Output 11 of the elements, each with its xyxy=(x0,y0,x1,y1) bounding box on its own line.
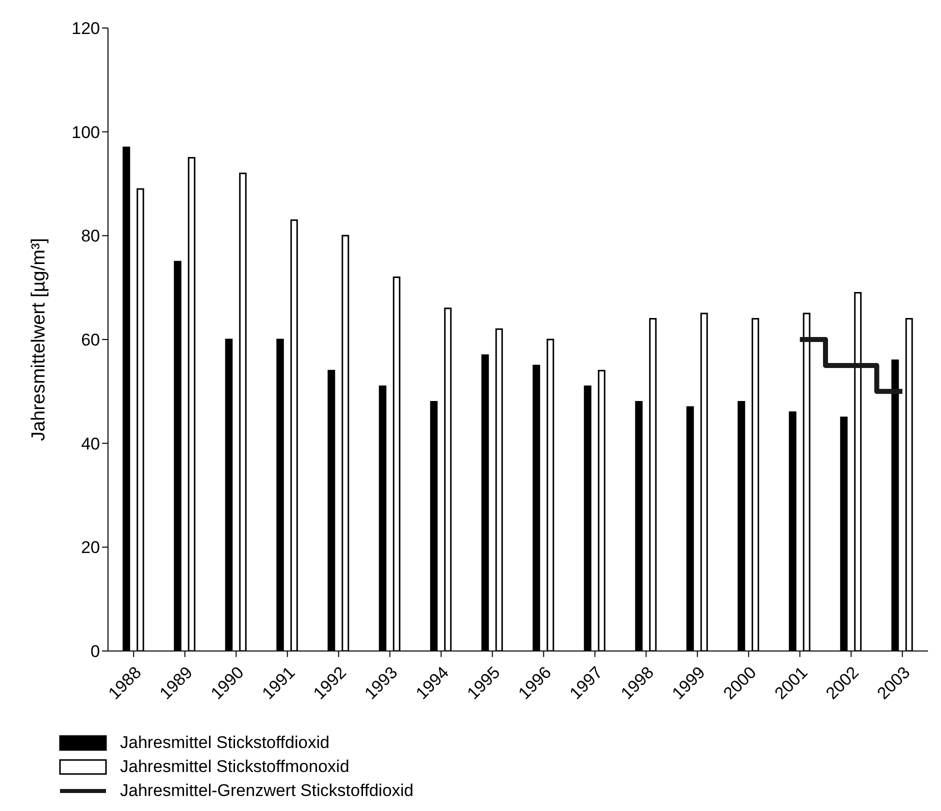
y-tick-label: 40 xyxy=(81,434,100,454)
y-tick-label: 80 xyxy=(81,226,100,246)
y-tick-label: 100 xyxy=(72,122,100,142)
y-tick-label: 60 xyxy=(81,330,100,350)
y-tick-label: 120 xyxy=(72,19,100,38)
legend-label: Jahresmittel-Grenzwert Stickstoffdioxid xyxy=(120,781,414,801)
y-axis-title: Jahresmittelwert [µg/m³] xyxy=(28,238,50,442)
legend-label: Jahresmittel Stickstoffdioxid xyxy=(120,733,330,753)
legend-label: Jahresmittel Stickstoffmonoxid xyxy=(120,757,350,777)
y-tick-label: 0 xyxy=(90,642,100,662)
y-tick-label: 20 xyxy=(81,538,100,558)
